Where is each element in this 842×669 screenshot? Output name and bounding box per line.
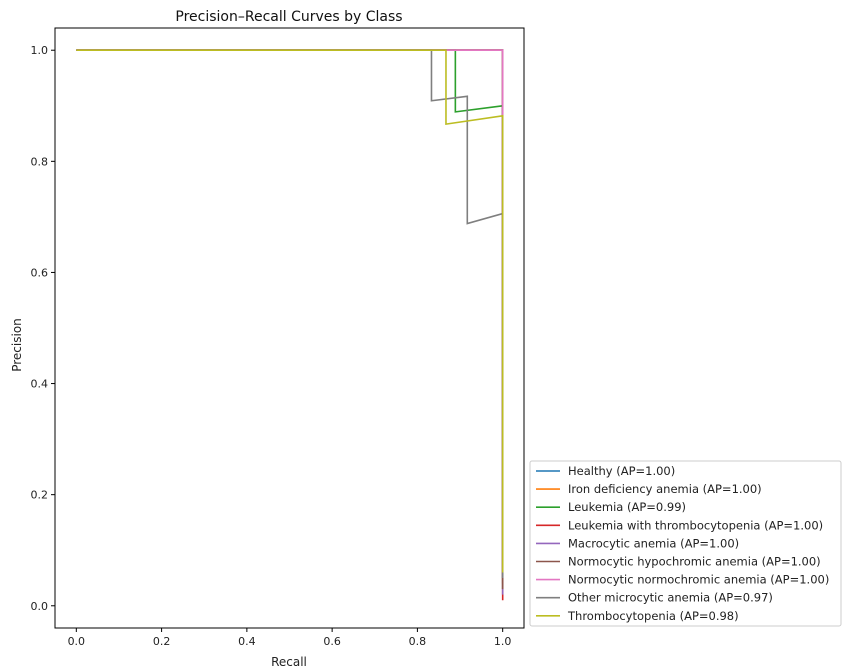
x-axis-label: Recall [271, 655, 307, 669]
legend-entry: Normocytic hypochromic anemia (AP=1.00) [568, 555, 821, 569]
x-tick-label: 0.6 [323, 635, 341, 648]
ticks-layer: 0.0 0.2 0.4 0.6 0.8 1.0 0.0 0.2 0.4 0.6 0.8 1.0 [31, 44, 512, 648]
y-tick-label: 0.2 [31, 489, 49, 502]
legend-entry: Thrombocytopenia (AP=0.98) [567, 609, 739, 623]
legend-entry: Leukemia (AP=0.99) [568, 500, 686, 514]
legend-entry: Iron deficiency anemia (AP=1.00) [568, 482, 762, 496]
legend-entry: Macrocytic anemia (AP=1.00) [568, 536, 739, 550]
x-tick-label: 0.0 [68, 635, 86, 648]
legend-entry: Other microcytic anemia (AP=0.97) [568, 591, 773, 605]
plot-area [54, 27, 525, 629]
x-tick-label: 0.8 [409, 635, 427, 648]
x-tick-label: 0.2 [153, 635, 171, 648]
y-axis-label: Precision [10, 318, 24, 372]
x-tick-label: 1.0 [494, 635, 512, 648]
legend-items: Healthy (AP=1.00) Iron deficiency anemia … [536, 464, 829, 623]
legend-box [529, 460, 842, 627]
legend-entry: Normocytic normochromic anemia (AP=1.00) [568, 573, 829, 587]
y-tick-label: 0.4 [31, 378, 49, 391]
y-tick-label: 0.8 [31, 155, 49, 168]
series-layer [76, 49, 504, 601]
chart-title: Precision–Recall Curves by Class [175, 9, 402, 25]
y-tick-label: 0.6 [31, 266, 49, 279]
legend-entry: Leukemia with thrombocytopenia (AP=1.00) [568, 518, 823, 532]
y-tick-label: 1.0 [31, 44, 49, 57]
legend-entry: Healthy (AP=1.00) [568, 464, 675, 478]
legend: Healthy (AP=1.00) Iron deficiency anemia … [529, 460, 842, 627]
y-tick-label: 0.0 [31, 600, 49, 613]
x-tick-label: 0.4 [238, 635, 256, 648]
series-line-8 [76, 49, 504, 573]
